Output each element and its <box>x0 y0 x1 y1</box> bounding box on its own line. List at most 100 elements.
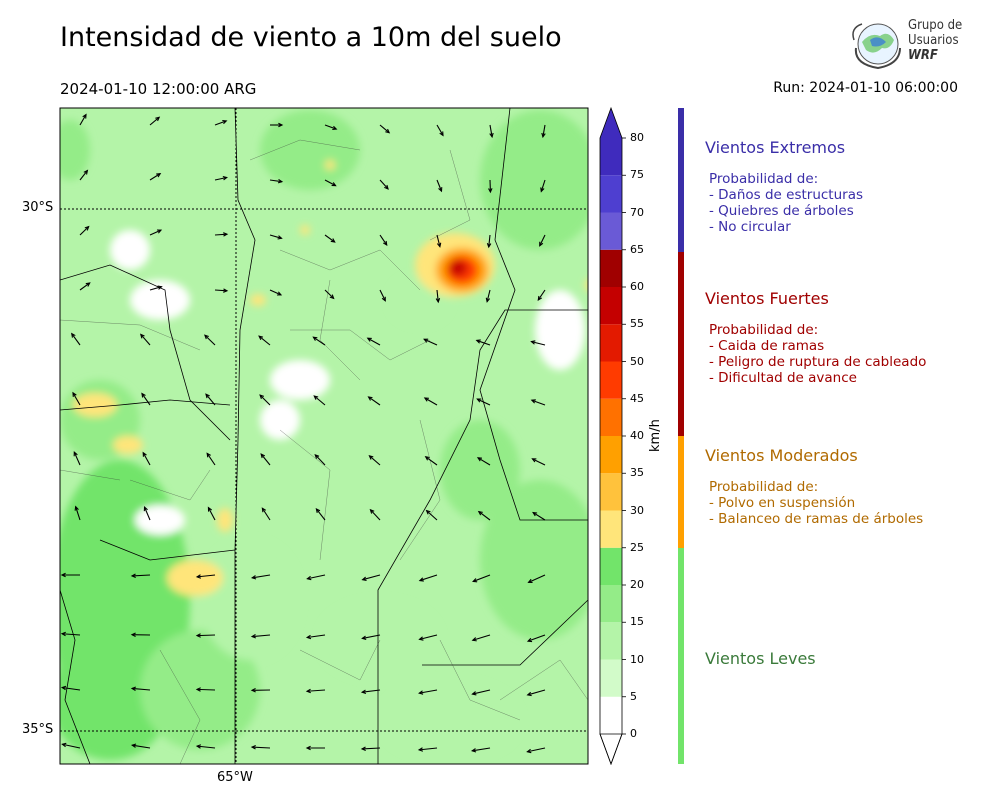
wind-vector <box>315 507 326 521</box>
colorbar-segment <box>600 249 622 287</box>
wind-vector <box>477 510 491 521</box>
wind-vector <box>269 289 283 296</box>
wind-vector <box>540 179 546 193</box>
logo-text: Grupo de Usuarios WRF <box>908 18 963 63</box>
category-line: - No circular <box>709 219 791 235</box>
category-block: Vientos Extremos Probabilidad de: - Daños … <box>705 138 863 235</box>
category-bar <box>678 436 684 548</box>
wind-vector <box>530 399 546 406</box>
department-border <box>299 639 381 681</box>
wind-vector <box>436 124 444 137</box>
wind-vector <box>436 179 443 193</box>
wind-vector <box>195 687 216 692</box>
wind-vector <box>314 454 326 466</box>
department-border <box>159 649 201 764</box>
wind-vector <box>214 176 228 181</box>
department-border <box>60 319 201 351</box>
wind-vector <box>471 689 491 696</box>
wind-speed-area <box>200 540 300 660</box>
wind-vector <box>368 454 381 466</box>
wind-speed-area <box>449 260 467 276</box>
colorbar-segment <box>600 138 622 176</box>
wind-vector <box>324 234 336 243</box>
wind-vector <box>418 634 438 641</box>
category-bar <box>678 548 684 764</box>
wind-vector <box>324 124 338 131</box>
colorbar-tick-label: 5 <box>630 689 637 703</box>
province-border <box>422 599 588 666</box>
wind-speed-area <box>270 360 330 400</box>
wind-vector <box>379 179 389 190</box>
wind-vector <box>195 744 216 749</box>
wind-speed-area <box>300 225 310 235</box>
wind-vector <box>260 453 271 466</box>
colorbar-segment <box>600 175 622 213</box>
province-border <box>377 309 588 764</box>
wind-vector <box>379 234 388 246</box>
wind-vector <box>530 340 546 346</box>
wind-vector <box>79 169 89 181</box>
wind-vectors <box>60 113 546 754</box>
wind-speed-area <box>217 508 233 532</box>
wind-vector <box>250 634 271 639</box>
wind-vector <box>367 396 381 406</box>
colorbar-tick-label: 75 <box>630 168 644 182</box>
wind-vector <box>195 574 216 579</box>
category-line: - Polvo en suspensión <box>709 495 856 511</box>
wind-vector <box>130 743 151 749</box>
wind-vector <box>379 289 386 302</box>
category-line: Probabilidad de: <box>709 171 819 187</box>
wind-vector <box>149 285 163 291</box>
colorbar-tick-label: 20 <box>630 578 644 591</box>
colorbar-tick-label: 10 <box>630 652 644 666</box>
wind-vector <box>541 124 546 139</box>
department-border <box>129 469 211 501</box>
department-border <box>399 419 441 561</box>
wind-vector <box>366 337 381 346</box>
wind-vector <box>423 397 438 406</box>
wind-vector <box>60 685 81 691</box>
colorbar-tick-label: 30 <box>630 503 644 517</box>
wind-speed-area <box>325 160 335 170</box>
wind-speed-area <box>250 294 266 306</box>
wind-speed-area <box>480 110 588 250</box>
colorbar-segment <box>600 436 622 474</box>
wind-speed-area <box>260 400 300 440</box>
wind-vector <box>488 179 493 194</box>
department-border <box>499 659 588 701</box>
wind-speed-field <box>60 110 588 760</box>
wind-vector <box>130 632 151 637</box>
wind-vector <box>531 458 546 466</box>
wind-vector <box>139 333 151 346</box>
wind-vector <box>539 234 546 247</box>
colorbar-segment <box>600 287 622 325</box>
colorbar-segment <box>600 361 622 399</box>
department-border <box>279 429 331 561</box>
department-border <box>439 639 521 721</box>
wind-vector <box>418 574 438 582</box>
wind-vector <box>61 742 81 749</box>
colorbar <box>599 106 626 766</box>
wind-vector <box>324 289 335 300</box>
wind-vector <box>435 289 441 304</box>
colorbar-tick-label: 35 <box>630 466 644 480</box>
run-time: Run: 2024-01-10 06:00:00 <box>773 80 958 96</box>
wind-vector <box>250 574 271 580</box>
category-title: Vientos Extremos <box>705 138 846 157</box>
admin-borders <box>60 108 588 764</box>
wind-speed-area <box>73 393 117 417</box>
wind-vector <box>149 229 163 236</box>
category-bar <box>678 252 684 436</box>
wind-vector <box>305 745 325 751</box>
wind-vector <box>149 172 162 181</box>
category-line: - Quiebres de árboles <box>709 203 854 219</box>
colorbar-segment <box>600 398 622 436</box>
category-block: Vientos Fuertes Probabilidad de: - Caida d… <box>705 289 926 386</box>
colorbar-segment <box>600 212 622 250</box>
category-bar <box>678 108 684 252</box>
wind-vector <box>423 338 438 346</box>
wind-vector <box>369 508 381 521</box>
category-block: Vientos Leves <box>705 649 816 682</box>
wind-speed-area <box>110 230 150 270</box>
colorbar-extend-bottom <box>599 733 623 766</box>
